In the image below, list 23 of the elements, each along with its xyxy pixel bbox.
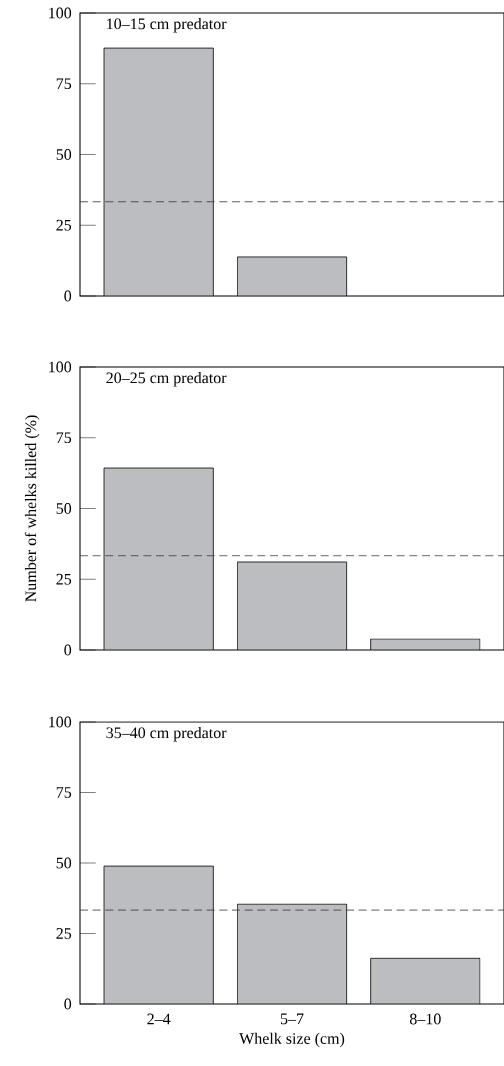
y-tick-label: 75	[56, 432, 72, 444]
y-tick-label: 0	[64, 998, 72, 1010]
y-tick-label: 50	[56, 503, 72, 514]
x-axis-title: Whelk size (cm)	[239, 1032, 345, 1048]
y-tick-label: 0	[64, 290, 72, 302]
y-tick-label: 25	[56, 219, 72, 231]
y-tick-label: 50	[56, 857, 72, 869]
y-tick-label: 50	[56, 149, 72, 160]
x-tick-label: 5–7	[280, 1013, 304, 1025]
chart-title: 20–25 cm predator	[106, 371, 227, 387]
y-axis-title: Number of whelks killed (%)	[24, 415, 40, 602]
y-tick-label: 75	[56, 78, 72, 90]
y-tick-label: 100	[49, 716, 72, 728]
chart-title: 10–15 cm predator	[107, 17, 227, 33]
x-tick-label: 8–10	[409, 1013, 441, 1025]
y-tick-label: 100	[49, 7, 72, 19]
y-tick-label: 75	[56, 787, 72, 798]
y-tick-label: 25	[56, 573, 72, 585]
y-tick-label: 25	[56, 928, 72, 939]
chart-title: 35–40 cm predator	[106, 726, 227, 742]
y-tick-label: 100	[49, 361, 72, 373]
x-tick-label: 2–4	[147, 1013, 171, 1025]
y-tick-label: 0	[64, 644, 72, 656]
